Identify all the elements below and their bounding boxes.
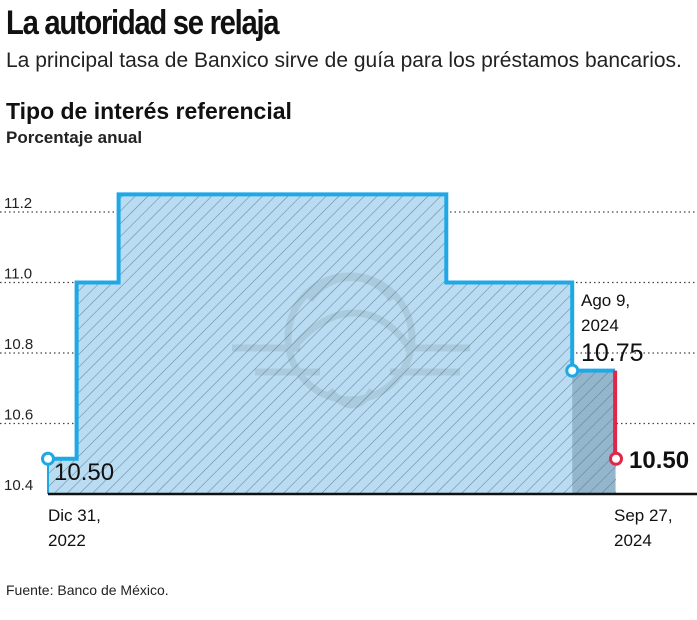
- area-hatch: [48, 194, 616, 494]
- aug9-point-marker: [565, 363, 580, 378]
- latest-point-marker: [609, 451, 623, 466]
- subtitle: La principal tasa de Banxico sirve de gu…: [6, 49, 682, 72]
- x-end-label: Sep 27,: [614, 506, 673, 525]
- start-point-marker: [41, 451, 55, 466]
- start-value-label: 10.50: [54, 459, 114, 486]
- y-tick-label: 10.8: [4, 336, 33, 353]
- chart-title: Tipo de interés referencial: [6, 98, 292, 124]
- y-tick-label: 10.6: [4, 407, 33, 424]
- series-line: [48, 192, 616, 461]
- x-start-year-label: 2022: [48, 531, 86, 550]
- x-start-label: Dic 31,: [48, 506, 101, 525]
- y-tick-label: 11.0: [4, 266, 32, 283]
- latest-value-label: 10.50: [629, 447, 689, 474]
- x-end-year-label: 2024: [614, 531, 652, 550]
- aug9-date-label: Ago 9,: [581, 291, 630, 310]
- aug9-year-label: 2024: [581, 316, 619, 335]
- seal-watermark: [232, 272, 470, 409]
- source-note: Fuente: Banco de México.: [6, 582, 169, 598]
- chart-unit-label: Porcentaje anual: [6, 128, 143, 147]
- headline: La autoridad se relaja: [6, 4, 280, 42]
- y-tick-label: 10.4: [4, 477, 33, 494]
- aug9-value-label: 10.75: [581, 339, 644, 367]
- y-tick-label: 11.2: [4, 195, 32, 212]
